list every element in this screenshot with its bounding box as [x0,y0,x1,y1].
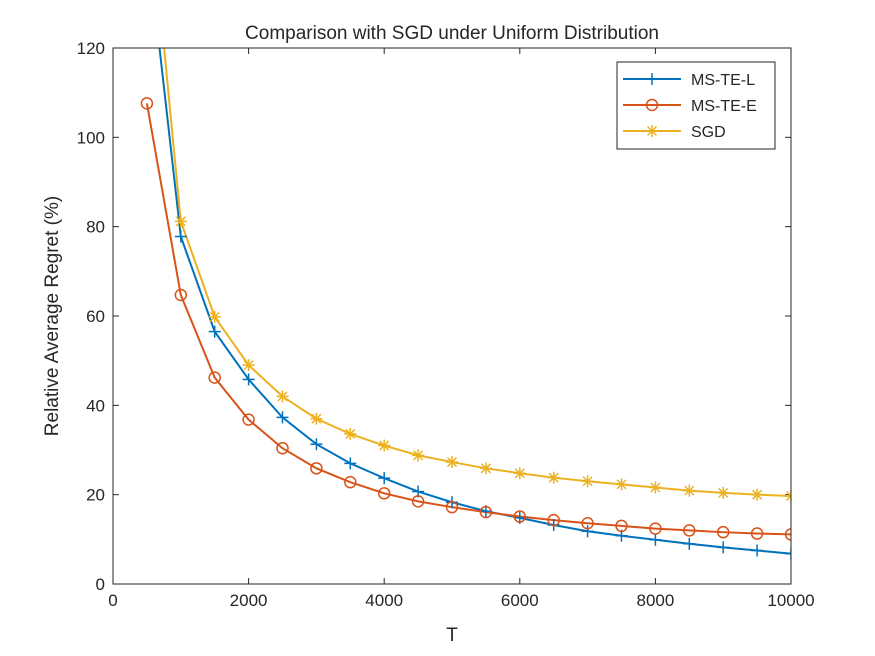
x-tick-label: 2000 [230,591,268,610]
data-point-ms-te-e [716,525,730,539]
data-point-ms-te-e [140,97,154,110]
data-point-sgd [649,481,662,494]
data-point-sgd [581,475,594,488]
data-point-ms-te-e [174,288,188,302]
data-point-ms-te-l [683,537,696,550]
axis-ticks: 0 2000 4000 6000 8000 10000 0 20 40 60 80 100 120 [77,39,815,610]
data-point-ms-te-l [242,373,255,386]
data-point-ms-te-e [344,475,357,489]
data-point-sgd [751,488,764,501]
data-point-ms-te-e [242,413,255,426]
data-point-sgd [547,471,560,484]
data-point-ms-te-e [411,495,425,508]
data-point-ms-te-e [547,513,560,527]
data-point-sgd [717,486,730,499]
y-tick-label: 40 [86,396,105,415]
data-point-ms-te-l [581,525,594,538]
data-point-ms-te-l [310,438,323,451]
data-point-sgd [344,427,357,440]
legend-marker-sgd [646,125,658,137]
y-tick-label: 100 [77,128,105,147]
y-tick-label: 0 [96,575,105,594]
data-point-sgd [446,456,458,469]
data-point-ms-te-l [785,547,791,560]
y-tick-label: 80 [86,218,105,237]
legend-label: MS-TE-E [691,98,757,115]
data-point-ms-te-e [784,528,791,541]
data-point-ms-te-e [276,441,289,455]
legend-marker-ms-te-e [645,98,659,112]
data-point-ms-te-e [377,487,391,500]
chart-title: Comparison with SGD under Uniform Distri… [245,23,659,44]
data-point-sgd [615,478,628,491]
x-tick-label: 0 [108,591,117,610]
data-point-sgd [310,412,323,425]
data-point-ms-te-e [683,524,696,537]
data-point-sgd [208,310,221,323]
data-point-sgd [683,484,696,497]
legend-label: SGD [691,124,726,141]
data-point-ms-te-e [208,371,221,384]
data-point-ms-te-l [717,541,730,554]
data-point-ms-te-e [581,517,594,530]
x-tick-label: 8000 [636,591,674,610]
data-point-ms-te-l [378,472,391,485]
data-point-ms-te-l [208,325,221,338]
x-tick-label: 6000 [501,591,539,610]
axes-box [112,47,792,585]
data-point-sgd [174,215,187,228]
data-point-ms-te-l [276,411,289,424]
x-tick-label: 10000 [767,591,814,610]
legend-label: MS-TE-L [691,72,755,89]
data-point-ms-te-e [649,522,662,535]
data-point-sgd [785,490,791,503]
data-point-ms-te-e [310,462,323,475]
data-point-ms-te-l [344,457,357,470]
x-axis-label: T [446,625,458,646]
y-tick-label: 120 [77,39,105,58]
data-point-ms-te-l [649,533,662,546]
data-point-sgd [276,390,289,403]
data-point-sgd [378,439,391,452]
legend: MS-TE-L MS-TE-E SGD [616,61,776,150]
y-tick-label: 60 [86,307,105,326]
legend-marker-ms-te-l [646,73,658,85]
y-axis-label: Relative Average Regret (%) [42,196,63,436]
data-point-ms-te-e [479,505,493,519]
data-point-sgd [412,449,425,462]
data-point-sgd [242,359,255,372]
series-layer [140,48,791,560]
data-point-sgd [513,467,526,480]
data-point-sgd [479,462,492,475]
x-tick-label: 4000 [365,591,403,610]
data-point-ms-te-e [615,519,628,533]
data-point-ms-te-e [750,527,764,540]
y-tick-label: 20 [86,486,105,505]
data-point-ms-te-e [445,500,459,514]
data-point-ms-te-e [513,510,527,523]
data-point-ms-te-l [174,230,187,243]
data-point-ms-te-l [751,544,764,557]
